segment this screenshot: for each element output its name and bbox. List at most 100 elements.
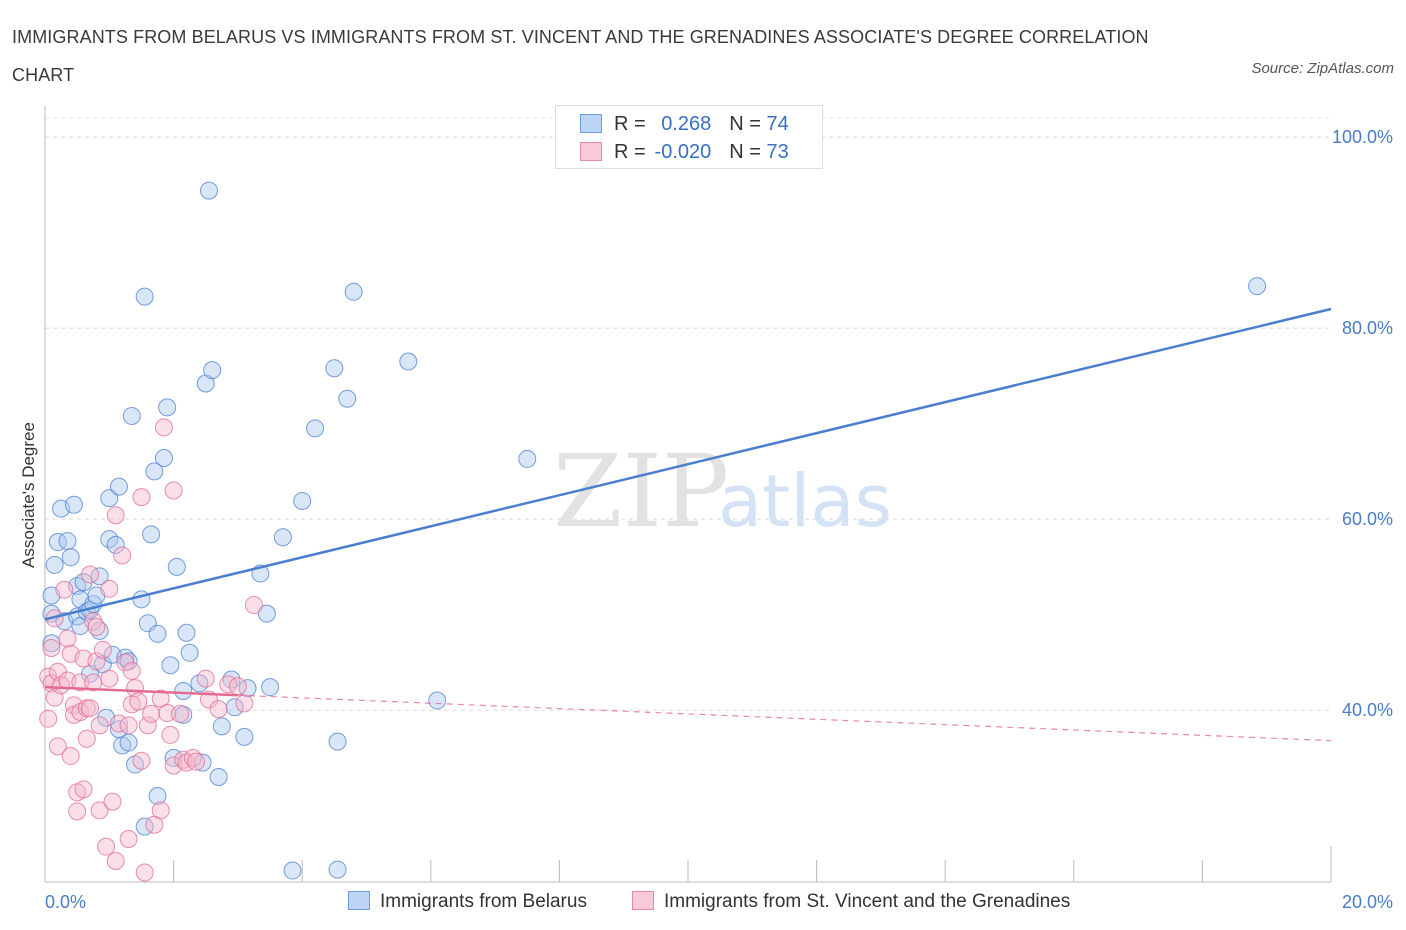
data-point xyxy=(55,580,74,599)
tick-labels: 100.0% 80.0% 60.0% 40.0% 0.0% 20.0% xyxy=(45,127,1393,912)
data-point xyxy=(119,716,138,735)
data-point xyxy=(235,694,254,713)
data-point xyxy=(45,555,64,574)
correlation-legend: R = 0.268 N = 74 R = -0.020 N = 73 xyxy=(555,105,823,169)
data-point xyxy=(106,506,125,525)
data-point xyxy=(306,419,325,438)
legend-row-stvincent: R = -0.020 N = 73 xyxy=(580,139,789,165)
axes xyxy=(44,106,1332,883)
data-point xyxy=(74,573,93,592)
data-point xyxy=(132,590,151,609)
data-point xyxy=(187,752,206,771)
data-point xyxy=(142,525,161,544)
data-point xyxy=(90,801,109,820)
legend-swatch-stvincent xyxy=(580,142,602,161)
data-point xyxy=(193,753,212,772)
bottom-legend-swatch-belarus xyxy=(348,891,370,910)
legend-r-value: 0.268 xyxy=(661,113,712,135)
data-point xyxy=(148,624,167,643)
legend-n-value: 74 xyxy=(766,113,789,135)
data-point xyxy=(518,449,537,468)
data-point xyxy=(74,780,93,799)
data-point xyxy=(119,830,138,849)
data-point xyxy=(64,495,83,514)
data-point xyxy=(135,287,154,306)
data-point xyxy=(328,860,347,879)
data-point xyxy=(61,746,80,765)
source-label: Source: ZipAtlas.com xyxy=(1251,60,1394,77)
x-tick-label: 0.0% xyxy=(45,892,86,912)
x-tick-label: 20.0% xyxy=(1342,892,1393,912)
data-point xyxy=(145,462,164,481)
trend-line-stvincent-dashed xyxy=(237,694,1332,742)
data-point xyxy=(138,716,157,735)
legend-n-label: N = xyxy=(729,113,767,135)
legend-n-label: N = xyxy=(729,141,767,163)
watermark-atlas: atlas xyxy=(718,459,892,543)
data-point xyxy=(164,481,183,500)
data-point xyxy=(106,535,125,554)
watermark-zip: ZIP xyxy=(553,433,729,550)
data-point xyxy=(225,698,244,717)
data-point xyxy=(222,670,241,689)
bottom-legend-swatch-stvincent xyxy=(632,891,654,910)
data-point xyxy=(93,640,112,659)
trend-line-stvincent-solid xyxy=(44,685,238,697)
data-point xyxy=(209,700,228,719)
data-point xyxy=(77,729,96,748)
data-point xyxy=(161,656,180,675)
bottom-legend-belarus: Immigrants from Belarus xyxy=(348,889,587,915)
data-point xyxy=(68,802,87,821)
data-point xyxy=(344,282,363,301)
data-point xyxy=(126,679,145,698)
data-point xyxy=(61,548,80,567)
grid-lines xyxy=(45,117,1331,711)
data-point xyxy=(174,682,193,700)
data-point xyxy=(151,801,170,820)
data-point xyxy=(158,703,177,722)
data-point xyxy=(154,448,173,467)
data-point xyxy=(48,533,67,552)
trend-line-belarus xyxy=(44,307,1332,621)
series-stvincent-points xyxy=(39,418,263,882)
legend-r-label: R = xyxy=(614,113,652,135)
data-point xyxy=(122,406,141,425)
data-point xyxy=(100,489,119,508)
data-point xyxy=(58,532,77,551)
data-point xyxy=(97,837,116,856)
watermark: ZIP atlas xyxy=(553,433,892,550)
data-point xyxy=(283,861,302,880)
data-point xyxy=(48,737,67,756)
data-point xyxy=(154,418,173,437)
data-point xyxy=(273,528,292,547)
data-point xyxy=(90,716,109,735)
y-tick-label: 60.0% xyxy=(1342,509,1393,529)
data-point xyxy=(235,727,254,746)
data-point xyxy=(171,704,190,723)
data-point xyxy=(148,787,167,806)
data-point xyxy=(100,669,119,688)
legend-r-label: R = xyxy=(614,141,652,163)
data-point xyxy=(103,792,122,811)
data-point xyxy=(135,863,154,882)
data-point xyxy=(244,596,263,615)
legend-row-belarus: R = 0.268 N = 74 xyxy=(580,111,789,137)
data-point xyxy=(325,359,344,378)
data-point xyxy=(113,546,132,565)
data-point xyxy=(180,643,199,662)
data-point xyxy=(158,398,177,417)
data-point xyxy=(87,652,106,671)
data-point xyxy=(142,704,161,723)
bottom-legend-label-stvincent: Immigrants from St. Vincent and the Gren… xyxy=(664,891,1071,912)
data-point xyxy=(122,661,141,680)
legend-r-value: -0.020 xyxy=(654,141,712,163)
data-point xyxy=(399,352,418,371)
legend-n-value: 73 xyxy=(766,141,789,163)
legend-swatch-belarus xyxy=(580,114,602,133)
data-point xyxy=(161,725,180,744)
data-point xyxy=(132,751,151,770)
data-point xyxy=(58,629,77,648)
data-point xyxy=(209,767,228,786)
data-point xyxy=(196,669,215,688)
data-point xyxy=(293,491,312,510)
